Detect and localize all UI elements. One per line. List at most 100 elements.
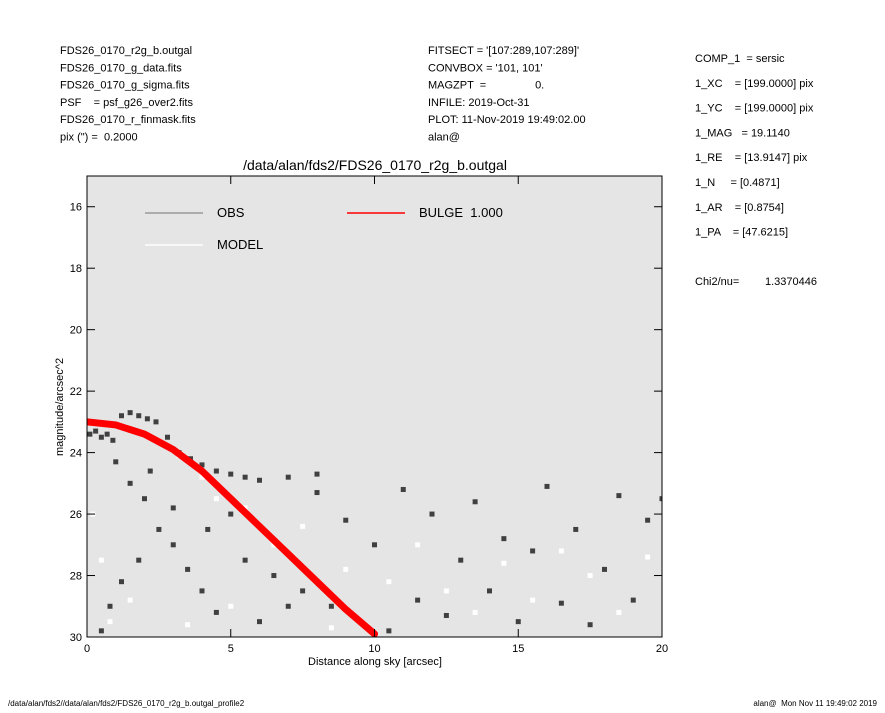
header-left-line: FDS26_0170_g_sigma.fits [60,80,190,92]
data-point [98,628,104,634]
data-point [616,493,622,499]
data-point [98,434,104,440]
data-point [530,548,536,554]
data-point [185,566,191,572]
data-point [472,609,478,615]
data-point [300,588,306,594]
data-point [328,625,334,631]
data-point [110,437,116,443]
chart-title: /data/alan/fds2/FDS26_0170_r2g_b.outgal [243,157,507,173]
data-point [415,542,421,548]
data-point [257,619,262,625]
data-point [144,416,150,422]
y-tick-label: 18 [70,263,82,275]
param-line: 1_PA = [47.6215] [695,227,788,239]
x-tick-label: 20 [656,643,668,655]
param-line: 1_AR = [0.8754] [695,202,784,214]
data-point [472,499,478,505]
x-tick-label: 10 [368,643,380,655]
data-point [107,619,113,625]
legend-label: BULGE 1.000 [419,205,503,220]
data-point [386,579,392,585]
data-point [415,597,421,603]
data-point [242,474,248,480]
data-point [199,588,205,594]
y-tick-label: 30 [70,632,82,644]
data-point [544,483,550,489]
data-point [645,554,651,560]
y-tick-label: 28 [70,571,82,583]
x-tick-label: 0 [84,643,90,655]
data-point [156,526,162,532]
legend-label: MODEL [217,237,263,252]
param-line: 1_RE = [13.9147] pix [695,152,808,164]
data-point [242,557,248,563]
data-point [87,431,93,437]
data-point [645,517,651,523]
data-point [119,579,124,585]
data-point [142,496,147,502]
header-middle-line: alan@ [428,132,460,144]
data-point [386,628,392,634]
data-point [213,468,219,474]
chi2-label: Chi2/nu= [695,276,739,288]
header-left-line: FDS26_0170_r2g_b.outgal [60,45,192,57]
data-point [127,480,133,486]
data-point [501,536,507,542]
data-point [300,523,306,529]
data-point [107,603,113,609]
param-line: 1_YC = [199.0000] pix [695,103,814,115]
data-point [515,619,521,625]
param-line: COMP_1 = sersic [695,53,785,65]
data-point [372,542,377,548]
data-point [587,573,593,579]
data-point [136,413,142,419]
data-point [213,496,219,502]
data-point [228,511,234,517]
model-curve [87,418,378,637]
header-left-line: FDS26_0170_r_finmask.fits [60,114,196,126]
data-point [501,560,507,566]
data-point [616,609,622,615]
data-point [153,419,159,425]
data-point [587,622,593,628]
data-point [199,462,205,468]
header-middle-line: MAGZPT = 0. [428,80,544,92]
data-point [343,566,349,572]
data-point [165,434,170,440]
data-point [659,496,662,502]
header-middle-line: FITSECT = '[107:289,107:289]' [428,45,579,57]
header-middle-line: INFILE: 2019-Oct-31 [428,97,530,109]
data-point [271,573,277,579]
data-point [127,410,133,416]
data-point [400,486,406,492]
data-point [228,471,234,477]
y-tick-label: 26 [70,509,82,521]
y-tick-label: 16 [70,202,82,214]
data-point [119,413,124,419]
data-point [98,557,104,563]
param-line: 1_MAG = 19.1140 [695,127,790,139]
data-point [285,603,291,609]
y-tick-label: 22 [70,386,82,398]
data-point [170,505,176,511]
data-point [573,526,579,532]
data-point [205,526,211,532]
plot-background [87,176,662,637]
data-point [487,588,492,594]
data-point [429,511,435,517]
data-point [443,588,449,594]
data-point [127,597,133,603]
data-point [93,428,99,434]
x-tick-label: 15 [512,643,524,655]
data-point [458,557,464,563]
data-point [199,474,205,480]
chi2-value: 1.3370446 [765,276,817,288]
data-point [228,603,234,609]
header-left-line: PSF = psf_g26_over2.fits [60,97,193,109]
header-left-line: FDS26_0170_g_data.fits [60,62,182,74]
data-point [314,490,320,496]
legend-label: OBS [217,205,245,220]
data-point [443,612,449,618]
